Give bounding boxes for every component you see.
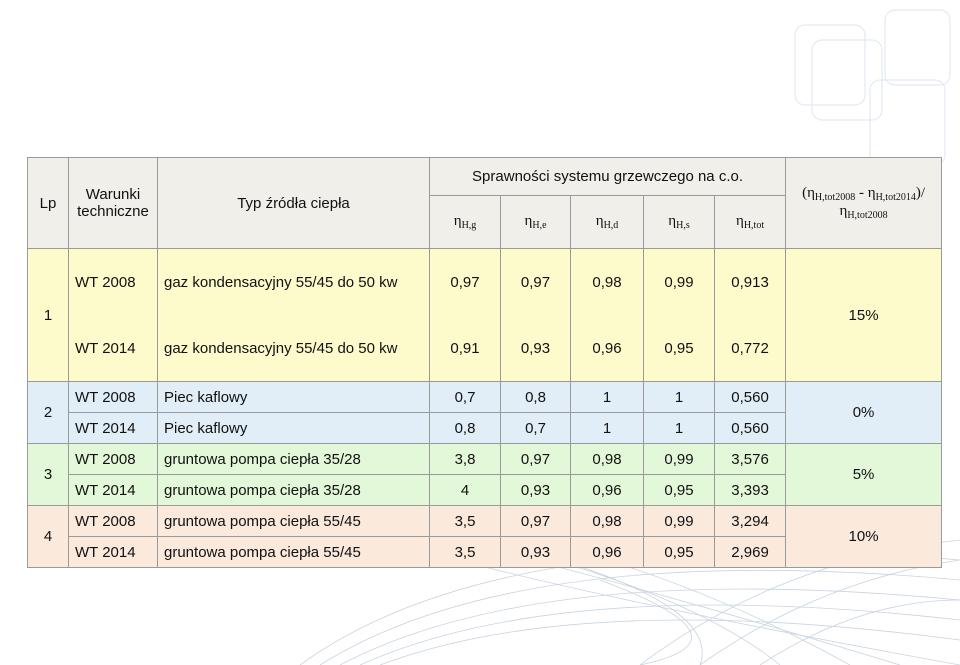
decor-square-1	[794, 24, 866, 106]
lp-cell: 3	[27, 443, 69, 506]
eta-hs-cell: 1	[643, 381, 715, 413]
lp-header: Lp	[27, 157, 69, 249]
eta-htot-header: ηH,tot	[713, 195, 787, 249]
conditions-cell: WT 2014	[68, 315, 158, 382]
eta-he-cell: 0,97	[500, 248, 571, 315]
eta-hd-cell: 0,98	[570, 443, 644, 475]
eta-hs-cell: 0,95	[643, 474, 715, 506]
source-cell: gruntowa pompa ciepła 55/45	[157, 505, 430, 537]
eta-hs-cell: 0,99	[643, 443, 715, 475]
table-row: 3 WT 2008 gruntowa pompa ciepła 35/28 3,…	[27, 443, 943, 506]
conditions-cell: WT 2014	[68, 536, 158, 568]
header-subrow: ηH,g ηH,e ηH,d ηH,s ηH,tot	[28, 195, 942, 249]
eta-hd-cell: 0,98	[570, 248, 644, 315]
table-row: WT 2014 gaz kondensacyjny 55/45 do 50 kw…	[28, 315, 942, 382]
conditions-header: Warunki techniczne	[68, 157, 158, 249]
source-cell: gaz kondensacyjny 55/45 do 50 kw	[157, 315, 430, 382]
eta-he-header: ηH,e	[500, 195, 571, 249]
table-row: WT 2014 Piec kaflowy 0,8 0,7 1 1 0,560	[28, 412, 942, 444]
decor-square-2	[811, 39, 883, 121]
lp-cell: 2	[27, 381, 69, 444]
source-cell: gruntowa pompa ciepła 35/28	[157, 443, 430, 475]
eta-he-cell: 0,97	[500, 505, 571, 537]
eta-htot-cell: 0,560	[713, 381, 787, 413]
source-cell: gruntowa pompa ciepła 35/28	[157, 474, 430, 506]
eta-hg-cell: 3,5	[429, 505, 501, 537]
eta-hg-cell: 4	[429, 474, 501, 506]
eta-hd-cell: 0,98	[570, 505, 644, 537]
eta-htot-cell: 0,913	[713, 248, 787, 315]
eta-hd-cell: 0,96	[570, 315, 644, 382]
table-row: 2 WT 2008 Piec kaflowy 0,7 0,8 1 1 0,560…	[27, 381, 943, 444]
eta-hg-cell: 0,91	[429, 315, 501, 382]
decor-square-3	[884, 9, 951, 86]
eta-he-cell: 0,93	[500, 536, 571, 568]
efficiency-table: Lp Warunki techniczne Typ źródła ciepła …	[27, 157, 943, 568]
eta-hd-cell: 1	[570, 381, 644, 413]
conditions-cell: WT 2014	[68, 474, 158, 506]
ratio-header: (ηH,tot2008 - ηH,tot2014)/ ηH,tot2008	[785, 157, 943, 249]
source-header: Typ źródła ciepła	[157, 157, 430, 249]
eta-hd-cell: 0,96	[570, 474, 644, 506]
eta-hd-header: ηH,d	[570, 195, 644, 249]
conditions-cell: WT 2008	[68, 248, 158, 315]
saving-cell: 10%	[785, 505, 943, 568]
eta-hs-header: ηH,s	[643, 195, 715, 249]
table-row: 4 WT 2008 gruntowa pompa ciepła 55/45 3,…	[27, 505, 943, 568]
eta-hs-cell: 0,95	[643, 536, 715, 568]
source-cell: Piec kaflowy	[157, 381, 430, 413]
eta-htot-cell: 0,560	[713, 412, 787, 444]
eta-hg-header: ηH,g	[429, 195, 501, 249]
eta-hs-cell: 0,95	[643, 315, 715, 382]
eta-he-cell: 0,93	[500, 474, 571, 506]
source-cell: gaz kondensacyjny 55/45 do 50 kw	[157, 248, 430, 315]
eta-he-cell: 0,93	[500, 315, 571, 382]
eta-he-cell: 0,97	[500, 443, 571, 475]
eta-htot-cell: 2,969	[713, 536, 787, 568]
eta-hg-cell: 3,5	[429, 536, 501, 568]
eta-he-cell: 0,7	[500, 412, 571, 444]
table-row: WT 2014 gruntowa pompa ciepła 35/28 4 0,…	[28, 474, 942, 506]
saving-cell: 15%	[785, 248, 943, 382]
conditions-cell: WT 2008	[68, 505, 158, 537]
table-row: 1 WT 2008 gaz kondensacyjny 55/45 do 50 …	[27, 248, 943, 382]
eta-htot-cell: 0,772	[713, 315, 787, 382]
eta-htot-cell: 3,393	[713, 474, 787, 506]
eta-he-cell: 0,8	[500, 381, 571, 413]
eta-hg-cell: 3,8	[429, 443, 501, 475]
eta-htot-cell: 3,576	[713, 443, 787, 475]
source-cell: Piec kaflowy	[157, 412, 430, 444]
eta-hs-cell: 0,99	[643, 248, 715, 315]
saving-cell: 5%	[785, 443, 943, 506]
eta-hs-cell: 1	[643, 412, 715, 444]
conditions-cell: WT 2008	[68, 381, 158, 413]
decor-square-4	[869, 79, 946, 166]
lp-cell: 4	[27, 505, 69, 568]
conditions-cell: WT 2008	[68, 443, 158, 475]
source-cell: gruntowa pompa ciepła 55/45	[157, 536, 430, 568]
eta-hg-cell: 0,7	[429, 381, 501, 413]
eta-hs-cell: 0,99	[643, 505, 715, 537]
efficiency-title: Sprawności systemu grzewczego na c.o.	[428, 157, 787, 196]
eta-hg-cell: 0,97	[429, 248, 501, 315]
eta-hg-cell: 0,8	[429, 412, 501, 444]
eta-htot-cell: 3,294	[713, 505, 787, 537]
saving-cell: 0%	[785, 381, 943, 444]
eta-hd-cell: 0,96	[570, 536, 644, 568]
table-row: WT 2014 gruntowa pompa ciepła 55/45 3,5 …	[28, 536, 942, 568]
eta-hd-cell: 1	[570, 412, 644, 444]
header-row: Lp Warunki techniczne Typ źródła ciepła …	[27, 157, 943, 249]
lp-cell: 1	[27, 248, 69, 382]
conditions-cell: WT 2014	[68, 412, 158, 444]
